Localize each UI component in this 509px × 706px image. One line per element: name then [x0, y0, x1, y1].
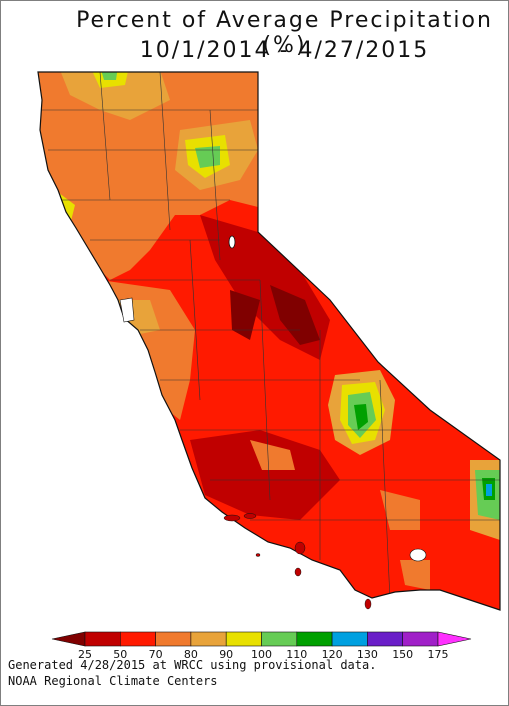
legend-swatch [190, 631, 227, 647]
legend-tick-label: 120 [322, 648, 343, 661]
legend-swatch [296, 631, 333, 647]
map-title: Percent of Average Precipitation (%) [76, 8, 493, 58]
legend-tick-label: 100 [251, 648, 272, 661]
salton-sea [409, 548, 427, 562]
legend-swatch [84, 631, 121, 647]
legend-tick-label: 25 [78, 648, 92, 661]
legend-tick-label: 130 [357, 648, 378, 661]
legend-swatch [367, 631, 403, 647]
legend-tick-label: 150 [392, 648, 413, 661]
state-outline [37, 71, 501, 611]
legend-swatch [155, 631, 192, 647]
legend-swatch [402, 631, 439, 647]
legend-tick-label: 70 [149, 648, 163, 661]
date-range: 10/1/2014 - 4/27/2015 [139, 38, 430, 63]
legend-swatch [120, 631, 156, 647]
legend-tick-label: 80 [184, 648, 198, 661]
legend-swatch [51, 631, 86, 647]
county-lines [40, 72, 500, 601]
channel-islands [223, 513, 372, 610]
legend-tick-label: 50 [113, 648, 127, 661]
legend-swatch [331, 631, 368, 647]
sf-bay [119, 297, 135, 323]
legend-swatch [261, 631, 298, 647]
source-note: NOAA Regional Climate Centers [8, 674, 218, 688]
legend-swatch [225, 631, 262, 647]
legend-swatch [437, 631, 472, 647]
generated-note: Generated 4/28/2015 at WRCC using provis… [8, 658, 377, 672]
legend-tick-label: 90 [219, 648, 233, 661]
legend-tick-label: 110 [286, 648, 307, 661]
legend-tick-label: 175 [428, 648, 449, 661]
lake-tahoe [228, 235, 236, 249]
